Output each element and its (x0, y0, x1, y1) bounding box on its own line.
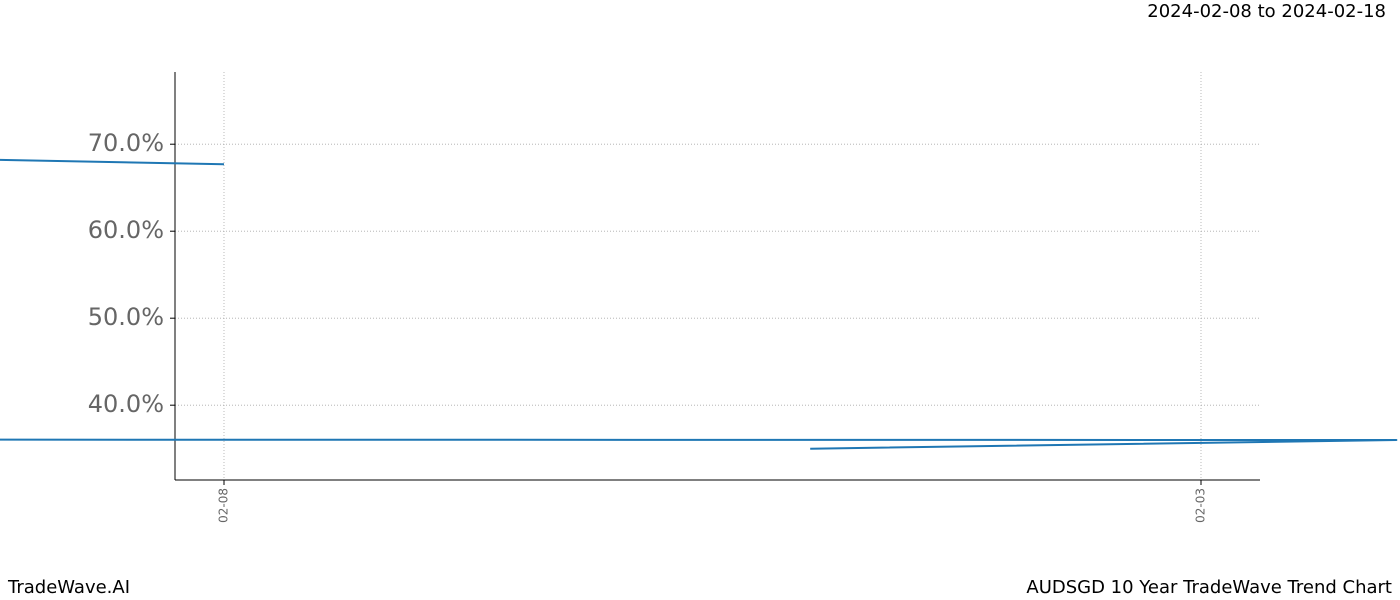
caption: AUDSGD 10 Year TradeWave Trend Chart (1026, 577, 1392, 598)
x-tick-label: 02-08 (217, 488, 231, 523)
y-tick-label: 60.0% (88, 216, 164, 244)
chart-title: 2024-02-08 to 2024-02-18 (1147, 1, 1386, 22)
y-tick-label: 70.0% (88, 129, 164, 157)
y-tick-label: 50.0% (88, 303, 164, 331)
brand: TradeWave.AI (7, 577, 130, 598)
trend-line (0, 158, 1398, 450)
x-tick-label: 02-03 (1194, 488, 1208, 523)
y-tick-label: 40.0% (88, 390, 164, 418)
